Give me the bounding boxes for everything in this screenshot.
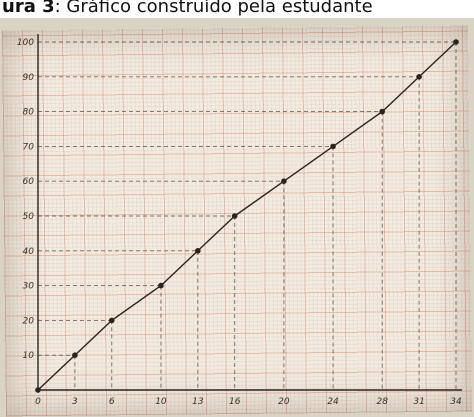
x-tick-label: 6	[109, 397, 115, 407]
x-tick-label: 28	[377, 397, 389, 407]
y-tick-label: 40	[23, 247, 35, 257]
x-tick-label: 24	[327, 397, 339, 407]
data-point	[158, 282, 164, 289]
y-tick-label: 10	[23, 351, 35, 361]
x-tick-label: 0	[35, 397, 41, 407]
x-tick-label: 3	[72, 397, 78, 407]
data-point	[195, 248, 201, 254]
data-point	[231, 213, 238, 219]
y-tick-labels: 10 20 30 40 50 60 70 80 90 100	[17, 38, 34, 361]
x-tick-label: 31	[413, 397, 424, 407]
y-tick-label: 30	[23, 282, 35, 292]
series-line	[37, 41, 457, 391]
y-tick-label: 100	[17, 38, 34, 48]
data-point	[35, 387, 41, 393]
y-tick-label: 20	[23, 316, 35, 326]
figure-caption: ura 3: Gráfico construído pela estudante	[0, 0, 474, 19]
y-tick-label: 70	[23, 142, 35, 152]
y-tick-label: 60	[23, 177, 35, 187]
y-tick-label: 90	[23, 73, 35, 83]
guide-lines	[38, 41, 457, 390]
caption-label: ura 3	[2, 0, 55, 17]
x-tick-label: 10	[155, 397, 167, 407]
series-polyline	[37, 41, 457, 391]
data-points	[35, 39, 459, 393]
data-point	[416, 74, 422, 80]
x-tick-label: 20	[278, 397, 290, 407]
x-tick-label: 13	[192, 397, 204, 407]
axes	[37, 34, 462, 391]
data-point	[108, 317, 115, 324]
caption-text: : Gráfico construído pela estudante	[54, 0, 373, 17]
y-tick-label: 50	[23, 212, 35, 222]
data-point	[379, 108, 386, 115]
x-tick-labels: 0 3 6 10 13 16 20 24 28 31 34	[35, 397, 462, 407]
data-point	[453, 39, 459, 45]
data-point	[330, 143, 336, 150]
data-point	[281, 178, 287, 184]
x-tick-label: 16	[229, 397, 241, 407]
y-tick-label: 80	[23, 108, 35, 118]
x-tick-label: 34	[450, 397, 462, 407]
data-point	[72, 352, 78, 359]
